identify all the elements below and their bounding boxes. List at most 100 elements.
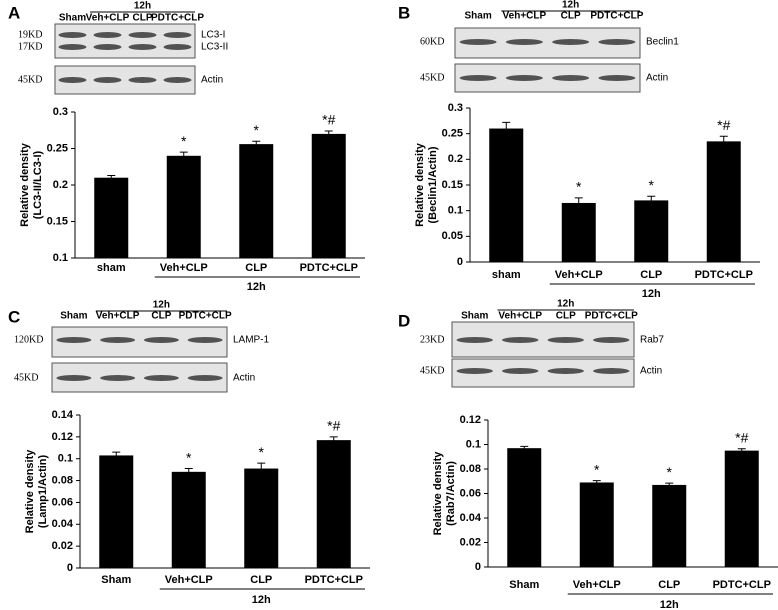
lane-label: CLP [561,11,581,22]
blot-protein: LC3-I [201,30,225,41]
x-tick-label: PDTC+CLP [713,579,771,591]
error-bar [324,130,333,137]
blot-size: 17KD [18,41,42,52]
y-axis-label: (Rab7/Actin) [445,461,457,526]
blot-size: 60KD [420,36,444,47]
blot-band [58,44,87,50]
blot-protein: Rab7 [640,335,664,346]
y-tick-label: 0.04 [52,518,74,530]
error-bar [592,480,601,485]
y-tick-label: 0.06 [52,496,73,508]
blot-band [552,75,590,81]
x-group-label: 12h [247,281,266,293]
x-group-label: 12h [642,288,661,300]
error-bar [647,195,656,205]
bar [507,448,542,567]
blot-size: 23KD [420,334,444,345]
y-tick-label: 0.15 [442,179,463,191]
blot-band [56,337,92,343]
error-bar [520,445,529,451]
y-tick-label: 0.25 [47,142,68,154]
y-axis-label: Relative density [19,142,31,227]
error-bar [737,448,746,453]
x-tick-label: Veh+CLP [160,262,208,274]
y-axis-label: Relative density [432,451,444,536]
bar [244,468,279,568]
error-bar [257,462,266,475]
x-tick-label: CLP [658,579,680,591]
lane-label: Veh+CLP [503,11,547,22]
blot-band [505,75,543,81]
blot-band [598,39,636,45]
lane-label: Veh+CLP [86,13,130,24]
blot-size: 45KD [420,72,444,83]
significance: * [576,179,582,195]
error-bar [502,121,511,135]
x-tick-label: CLP [250,574,272,586]
blot-band [593,368,630,374]
x-tick-label: sham [492,269,521,281]
blot-band [547,337,584,343]
blot-band [456,337,493,343]
significance: * [649,177,655,193]
lane-label: Sham [60,311,87,322]
group-label: 12h [134,1,151,12]
y-tick-label: 0.15 [47,215,68,227]
blot-band [128,32,157,38]
bar [171,471,206,568]
panel: D Sham Veh+CLP CLP PDTC+CLP 12h 23KD Rab7 45KD Ac… [398,299,778,610]
error-bar [179,151,188,160]
lane-label: Sham [59,13,86,24]
lane-label: Sham [465,11,492,22]
x-tick-label: CLP [640,269,662,281]
group-label: 12h [557,299,574,310]
y-tick-label: 0.2 [448,153,463,165]
error-bar [112,451,121,459]
x-tick-label: PDTC+CLP [300,262,358,274]
blot-band [100,337,136,343]
blot-size: 45KD [14,372,38,383]
significance: * [254,122,260,138]
blot-band [459,39,497,45]
bar [489,128,524,262]
significance: *# [327,418,340,434]
blot-band [502,368,539,374]
bar [652,484,687,567]
lane-label: PDTC+CLP [179,311,232,322]
blot-protein: LAMP-1 [233,335,270,346]
lane-label: PDTC+CLP [590,11,643,22]
x-tick-label: Sham [101,574,131,586]
blot-protein: Actin [201,75,223,86]
x-tick-label: Sham [509,579,539,591]
error-bar [252,140,261,148]
lane-label: Sham [461,311,488,322]
significance: * [186,449,192,465]
y-tick-label: 0.1 [448,205,463,217]
blot-band [163,32,192,38]
blot-band [58,77,87,83]
significance: *# [717,117,730,133]
y-tick-label: 0.25 [442,128,463,140]
y-tick-label: 0.05 [442,230,463,242]
x-tick-label: PDTC+CLP [305,574,363,586]
y-tick-label: 0.12 [52,431,73,443]
x-tick-label: sham [97,262,126,274]
y-tick-label: 0.3 [448,102,463,114]
blot-band [143,375,179,381]
x-tick-label: PDTC+CLP [695,269,753,281]
blot-protein: Actin [640,366,662,377]
blot-band [58,32,87,38]
y-axis-label: (LC3-II/LC3-I) [32,150,44,219]
significance: *# [322,112,335,128]
blot-protein: Actin [233,373,255,384]
y-tick-label: 0.1 [466,438,481,450]
bar [316,440,351,568]
blot-band [56,375,92,381]
blot-protein: Actin [646,73,668,84]
blot-band [143,337,179,343]
y-tick-label: 0.3 [53,106,68,118]
panel-label: A [8,3,20,22]
lane-label: PDTC+CLP [585,311,638,322]
x-tick-label: CLP [245,262,267,274]
blot-band [593,337,630,343]
